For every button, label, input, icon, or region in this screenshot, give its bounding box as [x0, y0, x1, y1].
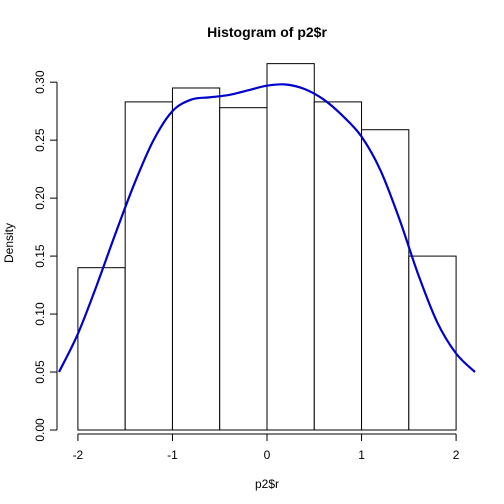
- density-curve: [58, 83, 476, 373]
- x-tick-label: 0: [264, 448, 271, 462]
- x-tick-label: 2: [453, 448, 460, 462]
- y-axis-label: Density: [2, 223, 16, 263]
- x-axis-label: p2$r: [255, 477, 279, 491]
- histogram-bar-2: [124, 101, 173, 431]
- x-tick-label: -2: [73, 448, 84, 462]
- chart-title: Histogram of p2$r: [207, 24, 327, 40]
- histogram-bar-1: [77, 267, 126, 431]
- y-axis: 0.00 0.05 0.10 0.15 0.20 0.25 0.30: [33, 70, 58, 442]
- y-tick-label: 0.25: [33, 128, 47, 152]
- histogram-bar-6: [313, 101, 363, 431]
- y-tick-label: 0.10: [33, 302, 47, 326]
- x-axis: -2 -1 0 1 2: [73, 433, 460, 462]
- x-tick-label: -1: [167, 448, 178, 462]
- y-tick-label: 0.05: [33, 360, 47, 384]
- y-tick-label: 0.15: [33, 244, 47, 268]
- y-tick-label: 0.30: [33, 70, 47, 94]
- histogram-bars: [77, 63, 457, 431]
- y-tick-label: 0.00: [33, 418, 47, 442]
- histogram-bar-7: [361, 129, 410, 431]
- x-tick-label: 1: [358, 448, 365, 462]
- histogram-bar-4: [219, 107, 268, 431]
- histogram-bar-3: [171, 87, 221, 431]
- y-tick-label: 0.20: [33, 186, 47, 210]
- histogram-bar-5: [266, 63, 315, 431]
